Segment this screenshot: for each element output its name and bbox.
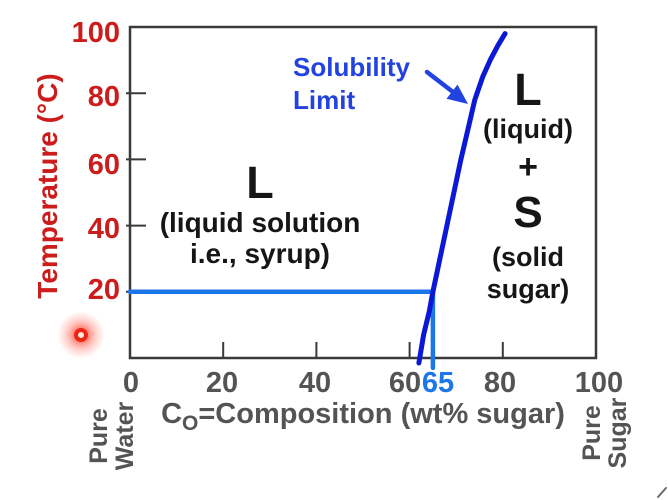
y-tick-label-100: 100 (71, 17, 120, 49)
x-axis-title-subscript: O (182, 411, 199, 435)
laser-pointer-dot (74, 328, 88, 342)
ls-liquid-symbol: L (514, 64, 542, 115)
x-tick-label-100: 100 (574, 367, 624, 399)
y-tick-label-20: 20 (87, 274, 120, 306)
pure-sugar-line1: Pure (578, 405, 606, 461)
x-tick-label-40: 40 (298, 367, 332, 399)
x-tick-label-65-highlight: 65 (421, 367, 455, 399)
callout-line2: Limit (293, 85, 356, 115)
callout-arrow (424, 69, 468, 104)
x-tick-label-20: 20 (205, 367, 239, 399)
ls-solid-desc-line2: sugar) (486, 274, 570, 304)
region-liquid-plus-solid-label: L (liquid) + S (solid sugar) (451, 66, 605, 306)
callout-line1: Solubility (293, 52, 410, 82)
pure-sugar-label: Pure Sugar (578, 381, 632, 485)
ls-solid-desc-line1: (solid (492, 242, 564, 272)
liquid-desc-line2: i.e., syrup) (189, 238, 331, 269)
pure-water-label: Pure Water (85, 384, 139, 488)
plot-frame (128, 25, 598, 360)
liquid-phase-symbol: L (246, 157, 274, 208)
x-tick-label-60: 60 (388, 367, 422, 399)
x-axis-title-rest: =Composition (wt% sugar) (198, 398, 565, 430)
x-axis-title: CO=Composition (wt% sugar) (130, 398, 596, 434)
ls-liquid-desc: (liquid) (483, 114, 573, 144)
y-tick-label-80: 80 (87, 81, 120, 113)
pure-sugar-line2: Sugar (604, 397, 632, 469)
pure-water-line1: Pure (85, 408, 113, 464)
y-tick-label-40: 40 (87, 213, 120, 245)
plus-sign: + (518, 148, 538, 186)
x-tick-label-0: 0 (122, 367, 140, 399)
y-tick-label-60: 60 (87, 149, 120, 181)
solubility-limit-callout: Solubility Limit (293, 51, 410, 117)
pure-water-line2: Water (111, 401, 139, 471)
region-liquid-label: L (liquid solution i.e., syrup) (150, 157, 370, 270)
arrow-shaft (424, 69, 456, 95)
ls-solid-symbol: S (513, 188, 543, 237)
arrow-head (446, 84, 468, 104)
stray-mark (657, 487, 667, 498)
x-axis-title-symbol: C (161, 398, 183, 430)
series-solubility-limit (416, 31, 508, 366)
data-series-layer (127, 31, 508, 371)
x-tick-label-80: 80 (483, 367, 517, 399)
liquid-desc-line1: (liquid solution (159, 207, 361, 238)
